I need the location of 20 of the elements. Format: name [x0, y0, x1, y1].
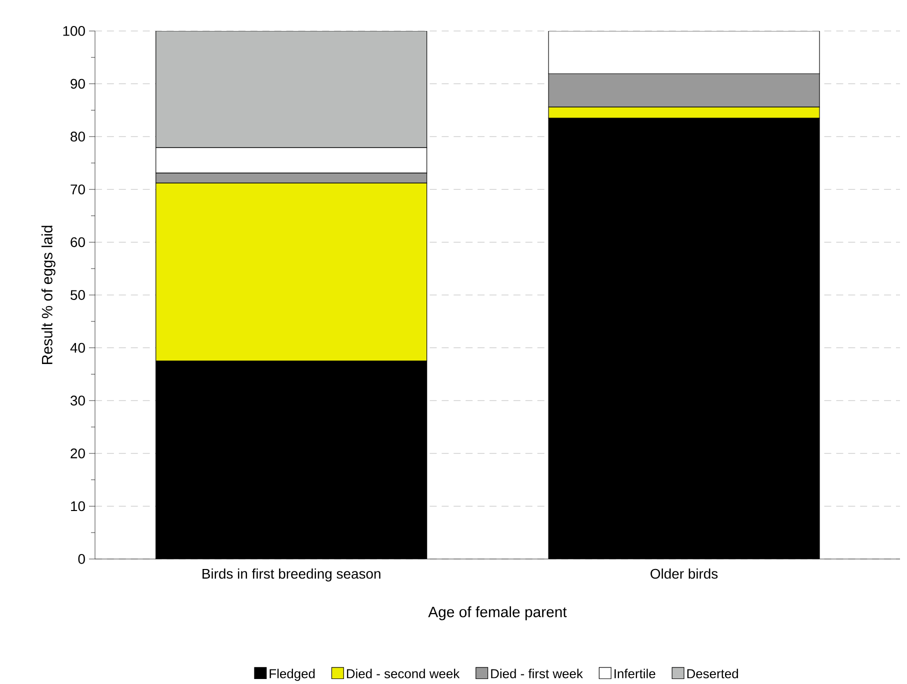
- legend-label: Died - first week: [491, 668, 583, 678]
- x-tick-label: Birds in first breeding season: [202, 568, 380, 582]
- y-tick-label: 70: [70, 184, 85, 194]
- y-axis-title: Result % of eggs laid: [41, 226, 56, 364]
- x-axis-title: Age of female parent: [428, 606, 567, 620]
- y-tick-label: 0: [78, 554, 85, 564]
- y-tick-label: 90: [70, 78, 85, 89]
- y-tick-label: 60: [70, 237, 85, 248]
- legend-label: Deserted: [687, 668, 738, 678]
- legend-label: Fledged: [270, 668, 315, 681]
- legend-label: Died - second week: [346, 668, 460, 678]
- y-tick-label: 100: [63, 26, 85, 36]
- legend-label: Infertile: [614, 668, 656, 678]
- y-tick-label: 20: [70, 448, 85, 458]
- y-tick-label: 80: [70, 132, 85, 142]
- y-tick-label: 30: [70, 396, 85, 406]
- y-tick-label: 10: [71, 501, 85, 512]
- x-tick-label: Older birds: [650, 568, 718, 579]
- y-tick-label: 40: [70, 342, 85, 353]
- y-tick-label: 50: [70, 290, 85, 300]
